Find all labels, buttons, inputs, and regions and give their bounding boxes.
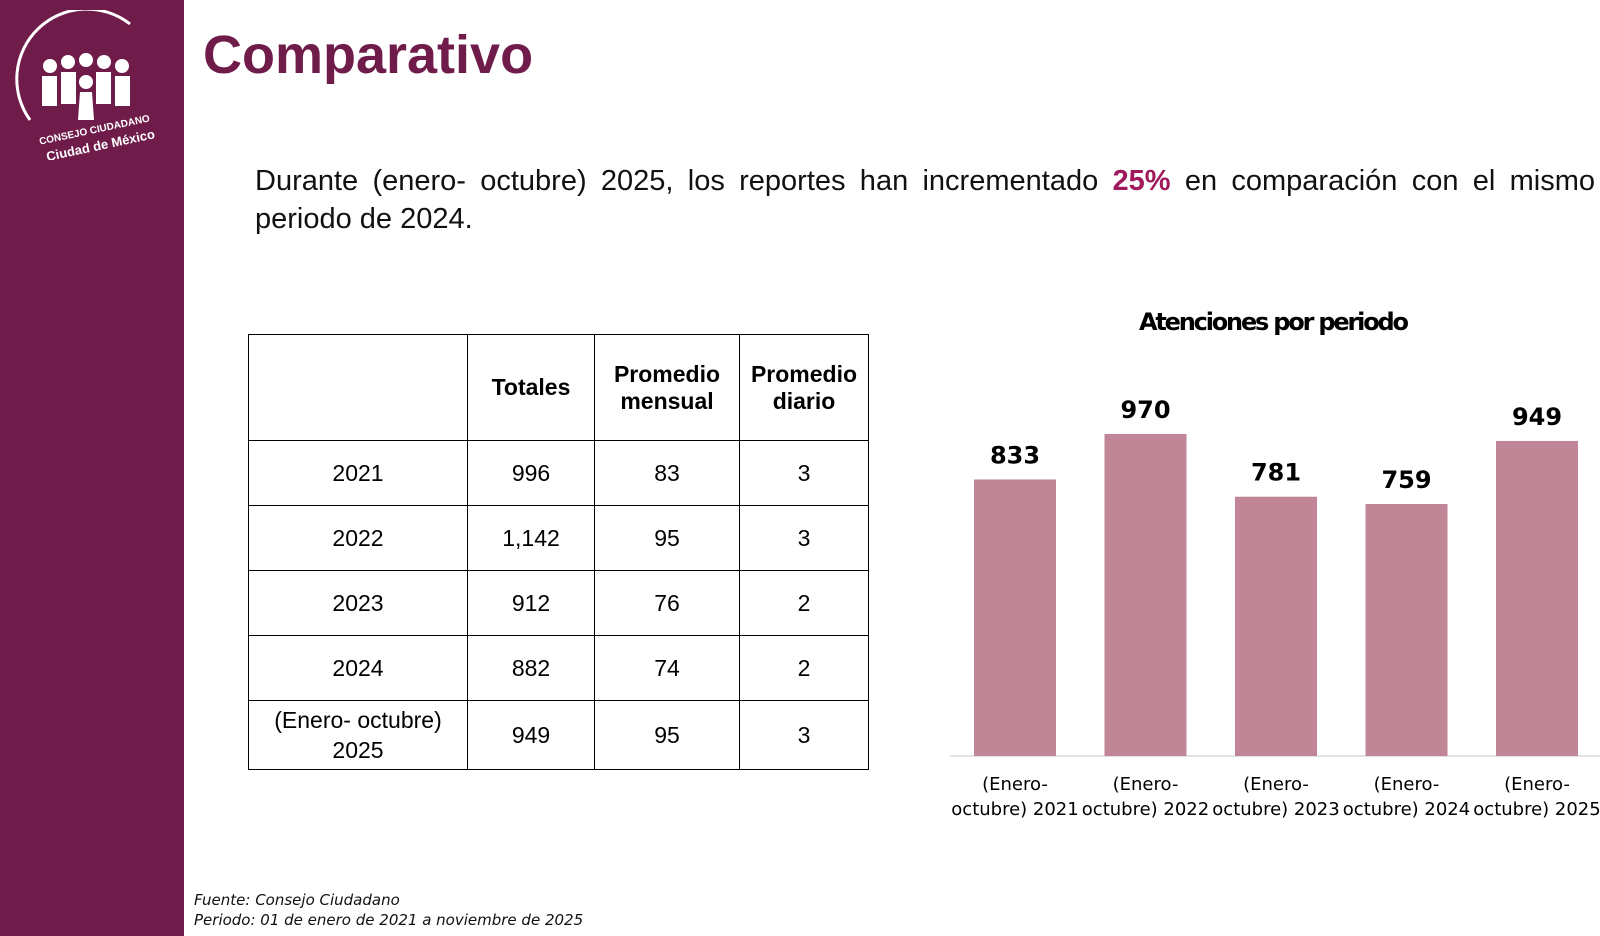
bar	[1104, 433, 1187, 756]
chart-title: Atenciones por periodo	[1139, 308, 1409, 336]
x-tick-label-line: (Enero-	[1504, 774, 1570, 795]
x-tick-label-line: (Enero-	[1243, 774, 1309, 795]
x-tick-label-line: octubre) 2024	[1343, 799, 1470, 820]
table-cell: 74	[594, 635, 740, 701]
x-tick-label-line: (Enero-	[1374, 774, 1440, 795]
table-cell: 2	[739, 570, 869, 636]
table-cell: 949	[467, 700, 595, 770]
bar	[1365, 504, 1448, 756]
table-row: 2022 1,142 95 3	[248, 505, 869, 571]
table-row: 2021 996 83 3	[248, 440, 869, 506]
data-label: 970	[1120, 396, 1170, 424]
summary-text: Durante (enero- octubre) 2025, los repor…	[255, 165, 1595, 235]
percent-highlight: 25%	[1112, 165, 1171, 197]
consejo-ciudadano-logo: CONSEJO CIUDADANO Ciudad de México	[15, 10, 156, 160]
table-cell: 76	[594, 570, 740, 636]
table-row: (Enero- octubre) 2025 949 95 3	[248, 700, 869, 770]
table-cell: 3	[739, 700, 869, 770]
table-cell: 2	[739, 635, 869, 701]
page-title: Comparativo	[203, 25, 534, 85]
table-cell: 882	[467, 635, 595, 701]
table-cell: (Enero- octubre) 2025	[248, 700, 468, 770]
data-label: 759	[1381, 466, 1431, 494]
x-tick-label-line: octubre) 2022	[1082, 799, 1209, 820]
table-row: 2023 912 76 2	[248, 570, 869, 636]
table-cell: 2022	[248, 505, 468, 571]
table-cell: 912	[467, 570, 595, 636]
table-cell: 3	[739, 505, 869, 571]
data-label: 781	[1251, 459, 1301, 487]
table-cell: 1,142	[467, 505, 595, 571]
table-header-row: Totales Promedio mensual Promedio diario	[248, 334, 869, 441]
comparison-table: Totales Promedio mensual Promedio diario…	[248, 334, 869, 770]
x-tick-label-line: (Enero-	[1113, 774, 1179, 795]
header-cell	[248, 334, 468, 441]
header-cell: Totales	[467, 334, 595, 441]
data-label: 949	[1512, 403, 1562, 431]
x-tick-label-line: octubre) 2023	[1212, 799, 1339, 820]
header-cell: Promedio mensual	[594, 334, 740, 441]
table-cell: 95	[594, 505, 740, 571]
table-cell: 2024	[248, 635, 468, 701]
period-note: Periodo: 01 de enero de 2021 a noviembre…	[194, 911, 584, 929]
bar	[1496, 440, 1578, 756]
bar	[1235, 496, 1317, 756]
table-row: 2024 882 74 2	[248, 635, 869, 701]
x-tick-label-line: (Enero-	[982, 774, 1048, 795]
header-cell: Promedio diario	[739, 334, 869, 441]
table-cell: 2023	[248, 570, 468, 636]
table-cell: 996	[467, 440, 595, 506]
table-cell: 2021	[248, 440, 468, 506]
footer: Fuente: Consejo Ciudadano Periodo: 01 de…	[194, 890, 583, 930]
sidebar: CONSEJO CIUDADANO Ciudad de México	[0, 0, 184, 936]
table-cell: 3	[739, 440, 869, 506]
table-cell: 83	[594, 440, 740, 506]
source-note: Fuente: Consejo Ciudadano	[194, 891, 400, 909]
bar	[974, 479, 1056, 756]
table-cell: 95	[594, 700, 740, 770]
data-label: 833	[990, 441, 1040, 469]
x-tick-label-line: octubre) 2021	[951, 799, 1078, 820]
x-tick-label-line: octubre) 2025	[1473, 799, 1600, 820]
bar-chart: Atenciones por periodo 833 (Enero- octubre…	[950, 308, 1600, 820]
